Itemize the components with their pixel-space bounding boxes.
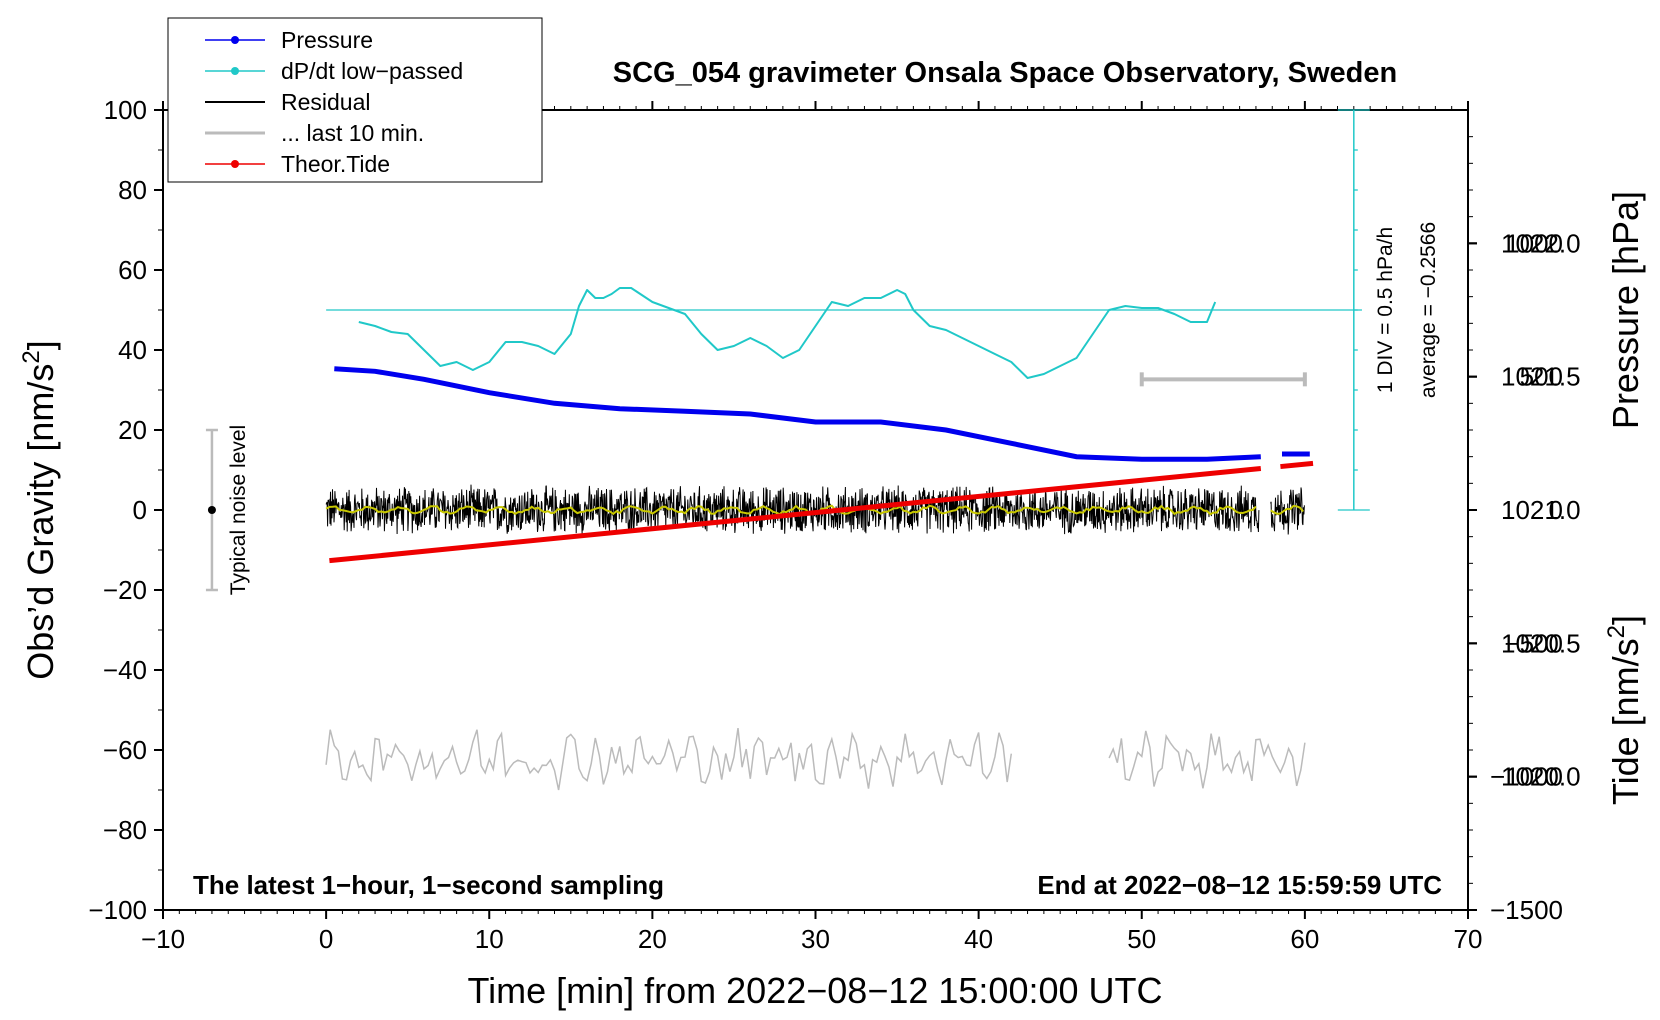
y-left-tick-label: 100 — [104, 95, 147, 125]
residual-line — [325, 484, 1260, 535]
y-left-tick-label: 60 — [118, 255, 147, 285]
legend-marker-tide — [231, 160, 239, 168]
y-left-tick-label: 20 — [118, 415, 147, 445]
x-tick-label: 70 — [1454, 924, 1483, 954]
axis-ticks: −10 0 10 20 30 40 50 60 70100806040200−20−40−60−… — [88, 95, 1580, 954]
div-scale-label: 1 DIV = 0.5 hPa/h — [1374, 227, 1397, 393]
bottom-right-note: End at 2022−08−12 15:59:59 UTC — [1037, 870, 1442, 900]
legend-marker-dpdt — [231, 67, 239, 75]
x-tick-label: 40 — [964, 924, 993, 954]
y-tide-tick-label: 1000 — [1505, 228, 1563, 258]
tide-line — [1280, 460, 1314, 470]
legend-marker-pressure — [231, 36, 239, 44]
dpdt-line — [358, 287, 1217, 379]
y-pressure-tick-label: 1021.0 — [1501, 495, 1581, 525]
average-label: average = −0.2566 — [1417, 222, 1440, 398]
last10-line — [325, 727, 1013, 791]
y-left-tick-label: 0 — [133, 495, 147, 525]
noise-bar-center — [207, 506, 216, 514]
x-tick-label: −10 — [141, 924, 185, 954]
x-tick-label: 0 — [319, 924, 333, 954]
residual-smoothed-line — [325, 504, 1257, 516]
bottom-left-note: The latest 1−hour, 1−second sampling — [193, 870, 664, 900]
x-tick-label: 20 — [638, 924, 667, 954]
y-tide-tick-label: 500 — [1520, 362, 1563, 392]
y-axis-label-tide-end: ] — [1605, 615, 1646, 625]
y-axis-label-tide-sup: 2 — [1603, 625, 1630, 638]
legend-label-tide: Theor.Tide — [281, 151, 390, 177]
y-left-tick-label: −40 — [103, 655, 147, 685]
noise-label: Typical noise level — [227, 425, 250, 595]
data-marks — [205, 109, 1370, 791]
y-axis-label-left-sup: 2 — [18, 350, 45, 363]
y-left-tick-label: 40 — [118, 335, 147, 365]
y-left-tick-label: −20 — [103, 575, 147, 605]
y-axis-label-left-end: ] — [20, 340, 61, 350]
pressure-line — [334, 366, 1261, 462]
x-axis-label: Time [min] from 2022−08−12 15:00:00 UTC — [467, 970, 1162, 1011]
y-tide-tick-label: −1000 — [1490, 762, 1563, 792]
y-left-tick-label: −100 — [88, 895, 147, 925]
y-pressure-tick-label: 1020.0 — [1501, 762, 1581, 792]
y-tide-tick-label: 0 — [1549, 495, 1563, 525]
residual-line — [1270, 487, 1305, 535]
legend-label-pressure: Pressure — [281, 27, 373, 53]
y-pressure-tick-label: 1022.0 — [1501, 228, 1581, 258]
y-left-tick-label: 80 — [118, 175, 147, 205]
y-pressure-tick-label: 1020.5 — [1501, 628, 1581, 658]
y-left-tick-label: −60 — [103, 735, 147, 765]
chart-title: SCG_054 gravimeter Onsala Space Observat… — [613, 57, 1397, 89]
x-tick-label: 60 — [1290, 924, 1319, 954]
legend-label-dpdt: dP/dt low−passed — [281, 58, 463, 84]
y-axis-label-left: Obs’d Gravity [nm/s2] — [18, 340, 61, 679]
y-tide-tick-label: −1500 — [1490, 895, 1563, 925]
legend-label-residual: Residual — [281, 89, 371, 115]
x-tick-label: 30 — [801, 924, 830, 954]
y-pressure-tick-label: 1021.5 — [1501, 362, 1581, 392]
tide-line — [329, 466, 1262, 564]
legend-label-last10: ... last 10 min. — [281, 120, 424, 146]
y-axis-label-pressure: Pressure [hPa] — [1605, 191, 1646, 429]
x-tick-label: 10 — [475, 924, 504, 954]
legend-box — [167, 17, 543, 183]
y-axis-label-tide: Tide [nm/s2] — [1603, 615, 1646, 805]
x-tick-label: 50 — [1127, 924, 1156, 954]
last10-line — [1108, 730, 1306, 789]
legend: Pressure dP/dt low−passed Residual ... l… — [167, 17, 543, 183]
y-left-tick-label: −80 — [103, 815, 147, 845]
residual-smoothed-line — [1270, 504, 1304, 515]
y-tide-tick-label: −500 — [1504, 628, 1563, 658]
